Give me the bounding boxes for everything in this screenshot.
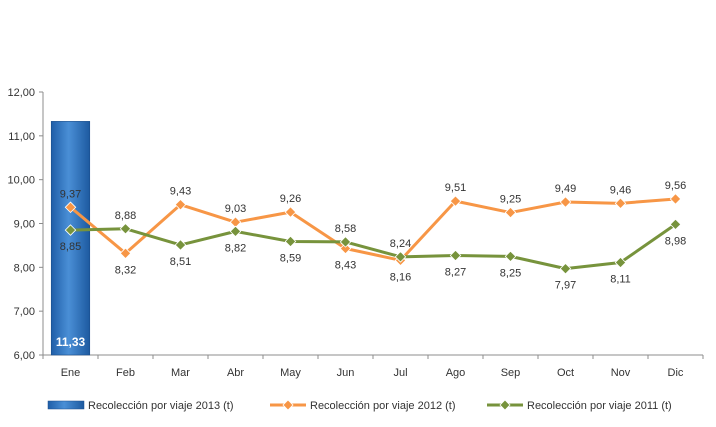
series-marker [284,235,297,248]
series-marker [339,236,352,248]
line-data-label: 8,11 [610,274,631,286]
series-marker [64,224,77,236]
line-data-label: 9,49 [555,183,576,195]
legend-label: Recolección por viaje 2012 (t) [310,400,456,412]
legend-label: Recolección por viaje 2011 (t) [527,400,672,412]
x-tick-label: Nov [611,367,631,379]
line-data-label: 8,32 [115,264,136,276]
series-marker [449,195,462,207]
series-marker [119,247,132,260]
series-line [70,223,677,271]
line-data-label: 8,43 [335,259,356,271]
bar-series [50,121,91,356]
series-marker [394,251,407,263]
legend: Recolección por viaje 2013 (t) Recolecció… [47,399,672,412]
series-line [69,197,676,262]
x-tick-label: Ago [446,367,466,379]
series-marker [669,193,682,205]
legend-swatch-marker [282,399,294,411]
line-data-label: 9,25 [500,194,521,206]
y-tick-label: 8,00 [14,262,35,274]
line-data-label: 8,98 [665,235,686,247]
y-tick-label: 7,00 [14,306,35,318]
line-data-label: 8,59 [280,252,301,264]
x-tick-label: May [280,367,301,379]
series-marker [559,262,572,275]
line-data-label: 9,56 [665,180,686,192]
line-data-label: 9,46 [610,184,631,196]
data-labels: 11,33 9,37 8,85 8,32 8,88 9,43 8,51 9,03 8,82 9,2… [56,180,686,349]
line-data-label: 8,85 [60,241,81,253]
series-marker [669,218,682,231]
line-data-label: 7,97 [555,280,576,292]
series-marker [339,242,352,255]
legend-swatch-marker [499,399,511,411]
line-data-label: 8,25 [500,267,521,279]
bar [50,121,91,356]
legend-label: Recolección por viaje 2013 (t) [88,400,234,412]
x-tick-label: Jun [337,367,355,379]
x-tick-label: Oct [557,367,574,379]
x-tick-label: Dic [668,367,684,379]
legend-swatch-bar [47,400,85,410]
x-tick-label: Jul [393,367,407,379]
line-series [64,193,682,275]
series-marker [504,206,517,219]
series-marker [174,239,187,251]
series-marker [284,206,297,218]
line-data-label: 9,37 [60,188,81,200]
y-tick-label: 6,00 [14,350,35,362]
axes: 6,00 7,00 8,00 9,00 10,00 11,00 12,00 Ene Feb Mar… [7,87,704,379]
x-tick-label: Feb [116,367,135,379]
line-data-label: 8,27 [445,266,466,278]
line-data-label: 9,26 [280,193,301,205]
series-marker [614,256,627,269]
series-marker [229,225,242,238]
y-tick-label: 11,00 [8,131,35,143]
line-data-label: 8,51 [170,256,191,268]
series-marker [614,197,627,210]
line-data-label: 8,58 [335,223,356,235]
line-data-label: 8,16 [390,271,411,283]
x-tick-label: Abr [227,367,244,379]
bar-data-label: 11,33 [56,335,86,349]
line-data-label: 8,24 [390,238,411,250]
line-data-label: 9,51 [445,182,466,194]
y-tick-label: 10,00 [7,175,35,187]
y-tick-label: 12,00 [7,87,35,99]
x-tick-label: Ene [61,367,81,379]
line-data-label: 9,43 [170,186,191,198]
series-marker [504,250,517,263]
x-tick-label: Sep [501,367,521,379]
series-marker [119,222,132,235]
series-marker [64,201,77,214]
series-marker [174,198,187,211]
line-data-label: 8,88 [115,210,136,222]
x-tick-label: Mar [171,367,190,379]
line-data-label: 9,03 [225,203,246,215]
y-tick-label: 9,00 [14,219,35,231]
line-data-label: 8,82 [225,242,246,254]
series-marker [449,249,462,262]
series-marker [559,196,572,208]
